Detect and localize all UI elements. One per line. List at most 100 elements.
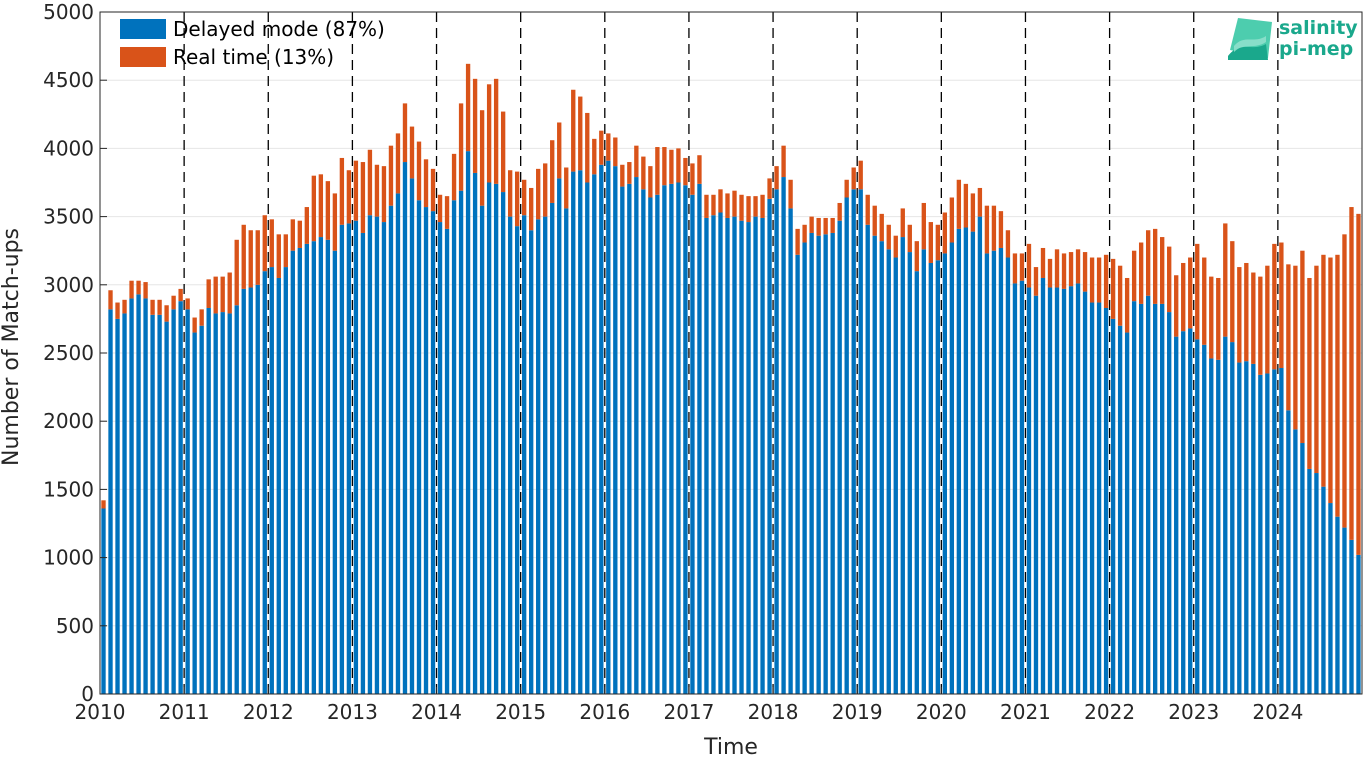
bar-realtime-2019-07 [900,208,905,238]
bar-delayed-2024-02 [1286,410,1291,694]
bar-realtime-2022-09 [1167,246,1172,313]
bar-realtime-2013-10 [416,141,422,201]
bar-realtime-2018-11 [844,179,849,198]
bar-realtime-2012-09 [325,181,331,240]
bar-realtime-2014-03 [451,153,457,201]
bar-realtime-2013-02 [360,162,366,233]
bar-delayed-2019-04 [879,241,884,695]
bar-realtime-2017-04 [711,194,716,216]
x-axis-label: Time [703,735,758,758]
bar-delayed-2020-11 [1012,283,1018,694]
bar-realtime-2018-06 [809,216,814,233]
bar-delayed-2024-07 [1321,486,1326,694]
x-tick-label: 2012 [243,700,294,724]
bar-delayed-2018-06 [809,232,814,694]
bar-realtime-2011-02 [192,317,197,333]
y-tick-label: 500 [56,614,94,638]
bar-delayed-2019-03 [872,235,877,695]
bar-delayed-2014-01 [437,222,443,694]
bar-delayed-2010-05 [129,298,134,694]
bar-delayed-2024-05 [1307,468,1312,694]
x-tick-label: 2023 [1168,700,1219,724]
bar-realtime-2011-08 [234,239,239,306]
bar-realtime-2018-04 [795,228,800,255]
bar-delayed-2019-01 [858,189,863,694]
x-tick-label: 2017 [663,700,714,724]
bar-realtime-2018-02 [781,145,786,178]
bar-delayed-2010-10 [164,321,169,694]
bar-realtime-2022-08 [1160,237,1165,304]
bar-realtime-2019-05 [886,224,891,250]
bar-delayed-2021-02 [1033,295,1039,694]
salinity-pi-mep-logo: salinity pi-mep [1228,17,1358,60]
bar-delayed-2014-09 [493,183,499,694]
bar-realtime-2021-11 [1096,257,1102,303]
x-tick-label: 2022 [1084,700,1135,724]
bar-realtime-2010-02 [108,290,113,310]
bar-delayed-2012-05 [297,247,302,695]
bar-realtime-2014-02 [444,196,450,229]
bar-delayed-2016-08 [655,194,660,694]
bar-delayed-2024-11 [1349,539,1354,694]
bar-delayed-2021-08 [1075,283,1081,694]
bar-delayed-2023-10 [1258,374,1263,694]
bar-delayed-2015-10 [585,182,590,694]
bar-realtime-2016-10 [669,149,674,184]
bar-realtime-2010-07 [143,282,148,299]
bar-realtime-2010-05 [129,280,134,299]
bar-realtime-2012-07 [311,175,317,242]
bar-delayed-2016-01 [606,160,611,694]
bar-delayed-2024-03 [1293,429,1298,694]
y-tick-label: 5000 [43,0,94,24]
bar-delayed-2018-03 [788,208,793,694]
bar-realtime-2012-06 [304,207,310,244]
bar-delayed-2016-05 [634,177,639,694]
bar-delayed-2021-01 [1026,287,1032,694]
legend-swatch-delayed [120,19,166,39]
bar-delayed-2014-05 [465,151,471,695]
bar-realtime-2022-12 [1188,257,1193,329]
bar-realtime-2017-01 [690,163,695,195]
bar-realtime-2017-07 [732,190,737,217]
bar-delayed-2015-05 [550,202,555,694]
bar-delayed-2017-10 [753,216,758,694]
bar-delayed-2016-07 [648,197,653,694]
bar-realtime-2019-02 [865,194,870,225]
bar-realtime-2017-03 [704,194,709,218]
bar-delayed-2023-11 [1265,373,1270,694]
bar-realtime-2011-05 [213,276,218,314]
bar-realtime-2013-04 [374,164,380,217]
bar-delayed-2018-12 [851,189,856,694]
bar-delayed-2016-02 [613,166,618,694]
bar-realtime-2014-12 [514,171,520,227]
bar-delayed-2013-11 [423,207,429,694]
bar-delayed-2012-09 [325,239,331,694]
bar-delayed-2020-07 [984,253,990,695]
bar-realtime-2014-09 [493,78,499,184]
bar-realtime-2021-05 [1054,249,1060,288]
bar-delayed-2014-06 [472,172,478,694]
x-axis-ticks: 2010 2011 2012 2013 2014 2015 2016 2017 2018 2019… [75,687,1303,724]
bar-delayed-2023-05 [1223,336,1228,694]
bar-delayed-2012-11 [339,224,345,694]
bar-delayed-2013-08 [402,162,408,695]
legend-label-delayed: Delayed mode (87%) [173,17,385,41]
bar-realtime-2013-07 [395,133,401,194]
bar-delayed-2011-04 [206,307,211,694]
bar-delayed-2019-05 [886,249,891,694]
bar-delayed-2021-06 [1061,288,1067,694]
bar-realtime-2023-08 [1244,262,1249,362]
bar-delayed-2012-03 [283,267,288,694]
bar-realtime-2024-09 [1335,254,1340,517]
bar-realtime-2019-08 [907,224,912,253]
bar-delayed-2014-12 [514,226,520,694]
bar-realtime-2017-11 [760,194,765,218]
bar-realtime-2023-03 [1209,276,1214,359]
bar-realtime-2024-06 [1314,265,1319,474]
bar-delayed-2019-02 [865,224,870,694]
bar-delayed-2012-02 [276,277,281,694]
bar-realtime-2010-11 [171,295,176,310]
bar-realtime-2011-03 [199,309,204,326]
y-axis-label: Number of Match-ups [0,228,24,466]
bar-realtime-2014-10 [500,111,506,193]
